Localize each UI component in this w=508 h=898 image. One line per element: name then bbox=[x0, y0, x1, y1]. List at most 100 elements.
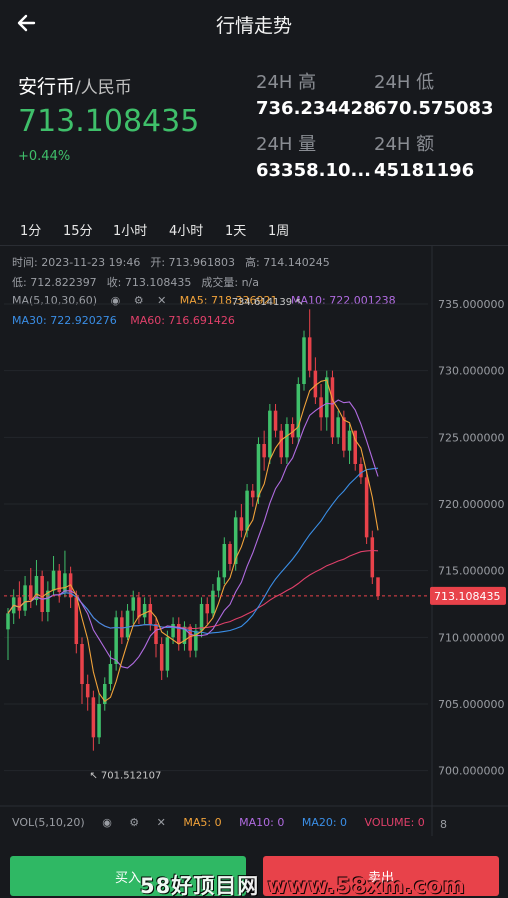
tab-4hour[interactable]: 4小时 bbox=[169, 224, 204, 239]
candle-body bbox=[51, 570, 56, 591]
candle-body bbox=[205, 604, 209, 614]
stat-amount-label: 24H 额 bbox=[374, 134, 435, 155]
high-annotation: 734.614139 ↖ bbox=[232, 297, 304, 308]
price-change: +0.44% bbox=[18, 149, 71, 164]
candlestick-chart[interactable]: 740.000000735.000000730.000000725.000000… bbox=[0, 246, 508, 836]
candle-body bbox=[6, 613, 10, 630]
candle-body bbox=[188, 626, 192, 651]
stat-high-value: 736.234428 bbox=[256, 98, 374, 119]
y-tick-label: 700.000000 bbox=[438, 765, 504, 778]
candle-body bbox=[74, 597, 79, 644]
candle-body bbox=[239, 517, 244, 531]
candle-body bbox=[342, 417, 346, 451]
vol-close-icon[interactable]: ✕ bbox=[156, 816, 166, 829]
candle-info-row1: 时间: 2023-11-23 19:46 开: 713.961803 高: 714.… bbox=[12, 254, 340, 270]
candle-body bbox=[159, 644, 164, 671]
candle-body bbox=[290, 424, 295, 438]
vol-volume-value: VOLUME: 0 bbox=[364, 816, 425, 829]
candle-body bbox=[125, 610, 130, 638]
candle-body bbox=[57, 570, 61, 592]
candle-body bbox=[268, 410, 272, 458]
ma30-value: MA30: 722.920276 bbox=[12, 314, 117, 327]
close-icon[interactable]: ✕ bbox=[157, 294, 167, 307]
arrow-left-icon[interactable] bbox=[14, 10, 42, 36]
candle-body bbox=[142, 604, 147, 618]
last-price: 713.108435 bbox=[18, 104, 200, 139]
candle-time: 时间: 2023-11-23 19:46 bbox=[12, 256, 141, 269]
page-title: 行情走势 bbox=[215, 15, 292, 37]
sell-button[interactable]: 卖出 bbox=[263, 856, 499, 896]
candle-body bbox=[91, 697, 96, 738]
candle-body bbox=[29, 585, 33, 600]
stat-volume-label: 24H 量 bbox=[256, 134, 317, 155]
ma10-line bbox=[7, 399, 379, 669]
y-tick-label: 710.000000 bbox=[438, 631, 504, 644]
tab-1day[interactable]: 1天 bbox=[225, 224, 247, 239]
candle-body bbox=[114, 617, 118, 664]
vol-ma5-value: MA5: 0 bbox=[183, 816, 222, 829]
stat-volume-value: 63358.10... bbox=[256, 160, 372, 181]
y-tick-label: 705.000000 bbox=[438, 698, 504, 711]
candle-body bbox=[228, 544, 232, 564]
ma60-value: MA60: 716.691426 bbox=[130, 314, 235, 327]
ma30-line bbox=[7, 467, 379, 635]
current-price-tag bbox=[430, 586, 506, 605]
volume-legend: VOL(5,10,20) ◉ ⚙ ✕ MA5: 0 MA10: 0 MA20: … bbox=[12, 816, 439, 829]
base-currency: 安行币 bbox=[18, 76, 76, 98]
candle-body bbox=[171, 624, 175, 638]
candle-body bbox=[34, 576, 39, 600]
ma5-line bbox=[7, 379, 379, 703]
candle-body bbox=[103, 684, 107, 704]
candle-body bbox=[256, 444, 261, 498]
stat-high-label: 24H 高 bbox=[256, 72, 317, 93]
candle-body bbox=[251, 490, 255, 498]
candle-open: 开: 713.961803 bbox=[150, 256, 236, 269]
candle-body bbox=[182, 626, 187, 644]
candle-body bbox=[376, 577, 380, 596]
vol-gear-icon[interactable]: ⚙ bbox=[129, 816, 140, 829]
gear-icon[interactable]: ⚙ bbox=[133, 294, 144, 307]
candle-body bbox=[108, 664, 113, 684]
ticker-panel: 安行币/人民币 713.108435 +0.44% 24H 高 24H 低 73… bbox=[0, 46, 508, 196]
eye-icon[interactable]: ◉ bbox=[110, 294, 121, 307]
header: 行情走势 bbox=[0, 0, 508, 46]
candle-body bbox=[137, 597, 141, 618]
candle-body bbox=[262, 444, 266, 458]
candle-body bbox=[148, 604, 153, 624]
candle-body bbox=[296, 384, 301, 438]
y-tick-label: 730.000000 bbox=[438, 365, 504, 378]
candle-body bbox=[131, 597, 135, 611]
candle-body bbox=[23, 585, 27, 611]
vol-ma20-value: MA20: 0 bbox=[301, 816, 348, 829]
candle-info-row2: 低: 712.822397 收: 713.108435 成交量: n/a bbox=[12, 274, 269, 290]
candle-low: 低: 712.822397 bbox=[12, 276, 97, 289]
interval-tabs: 1分 15分 1小时 4小时 1天 1周 bbox=[0, 212, 508, 246]
vol-legend-label: VOL(5,10,20) bbox=[12, 816, 85, 829]
y-tick-label: 715.000000 bbox=[438, 565, 504, 578]
ma-legend-row2: MA30: 722.920276 MA60: 716.691426 bbox=[12, 314, 245, 327]
candle-body bbox=[120, 617, 124, 638]
vol-eye-icon[interactable]: ◉ bbox=[102, 816, 112, 829]
candle-volume: 成交量: n/a bbox=[201, 276, 259, 289]
candle-body bbox=[63, 573, 67, 592]
candle-body bbox=[273, 410, 278, 431]
trading-pair: 安行币/人民币 bbox=[18, 72, 132, 99]
candle-body bbox=[307, 337, 312, 371]
stat-amount-value: 45181196 bbox=[374, 160, 475, 181]
tab-1week[interactable]: 1周 bbox=[268, 224, 290, 239]
candle-body bbox=[233, 517, 238, 564]
candle-body bbox=[216, 577, 221, 591]
candle-body bbox=[330, 377, 335, 438]
tab-1hour[interactable]: 1小时 bbox=[113, 224, 148, 239]
tab-15min[interactable]: 15分 bbox=[63, 224, 93, 239]
low-annotation: ↖ 701.512107 bbox=[89, 771, 161, 782]
candle-body bbox=[85, 684, 90, 698]
candle-body bbox=[353, 430, 357, 464]
y-tick-label: 720.000000 bbox=[438, 498, 504, 511]
vol-ma10-value: MA10: 0 bbox=[239, 816, 285, 829]
candle-body bbox=[17, 597, 22, 611]
candle-body bbox=[165, 637, 170, 671]
tab-1min[interactable]: 1分 bbox=[20, 224, 42, 239]
buy-button[interactable]: 买入 bbox=[10, 856, 246, 896]
candle-body bbox=[336, 417, 340, 438]
